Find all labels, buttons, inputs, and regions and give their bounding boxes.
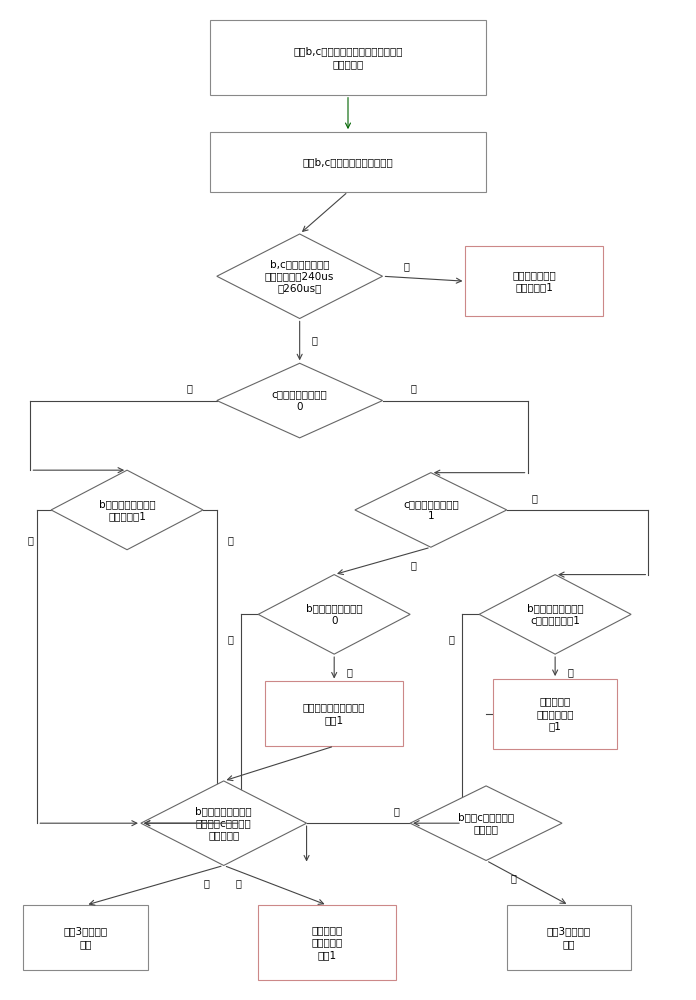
- Text: 进行3点风暴监
测法: 进行3点风暴监 测法: [547, 926, 591, 949]
- Text: 是: 是: [411, 560, 416, 570]
- Text: 出现风暴报
文，风暴标志
置1: 出现风暴报 文，风暴标志 置1: [537, 696, 574, 731]
- Text: b点与c点是否同步
标志相同: b点与c点是否同步 标志相同: [458, 812, 514, 834]
- Text: b点序号是否为每秒
采样点数减1: b点序号是否为每秒 采样点数减1: [99, 499, 155, 521]
- Polygon shape: [355, 473, 507, 547]
- Bar: [210, 20, 486, 95]
- Text: b点采样序号是否为
c点采样序号减1: b点采样序号是否为 c点采样序号减1: [527, 603, 583, 626]
- Bar: [265, 681, 403, 746]
- Text: b点同步标志是否为
失步并且c点同步标
志位为同步: b点同步标志是否为 失步并且c点同步标 志位为同步: [196, 806, 252, 841]
- Text: 否: 否: [532, 493, 537, 503]
- Bar: [493, 679, 617, 749]
- Text: 出现风暴报文，风暴标
志置1: 出现风暴报文，风暴标 志置1: [303, 703, 365, 725]
- Text: 是: 是: [228, 634, 234, 644]
- Text: 是: 是: [312, 335, 318, 345]
- Text: 是: 是: [203, 878, 209, 888]
- Text: 计算b,c两点报文到达时刻之差: 计算b,c两点报文到达时刻之差: [303, 157, 393, 167]
- Text: 否: 否: [567, 667, 574, 677]
- Text: 是: 是: [511, 873, 516, 883]
- Text: 获取b,c二点报文到达时刻、采样序号
和同步标志: 获取b,c二点报文到达时刻、采样序号 和同步标志: [293, 46, 403, 69]
- Text: 出现风暴报文，
风暴标志置1: 出现风暴报文， 风暴标志置1: [512, 270, 556, 292]
- Text: 否: 否: [347, 667, 352, 677]
- Text: 是: 是: [449, 634, 454, 644]
- Text: b点采样序号是否为
0: b点采样序号是否为 0: [306, 603, 363, 626]
- Polygon shape: [51, 470, 203, 550]
- Text: 否: 否: [411, 384, 416, 394]
- Polygon shape: [217, 234, 383, 319]
- Text: 进行3点风暴监
测法: 进行3点风暴监 测法: [63, 926, 108, 949]
- Text: 是: 是: [27, 535, 33, 545]
- Text: 否: 否: [236, 878, 242, 888]
- Text: 是: 是: [187, 384, 192, 394]
- Text: 否: 否: [393, 806, 400, 816]
- Polygon shape: [141, 781, 306, 865]
- Text: b,c两点报文到达时
刻之差是否在240us
至260us间: b,c两点报文到达时 刻之差是否在240us 至260us间: [265, 259, 334, 294]
- Bar: [507, 905, 631, 970]
- Polygon shape: [479, 575, 631, 654]
- Polygon shape: [258, 575, 410, 654]
- Polygon shape: [410, 786, 562, 860]
- Bar: [24, 905, 148, 970]
- Text: c点采样序号是否为
1: c点采样序号是否为 1: [403, 499, 459, 521]
- Text: c点采样序号是否为
0: c点采样序号是否为 0: [272, 389, 328, 412]
- Text: 出现风暴报
文，风暴标
志置1: 出现风暴报 文，风暴标 志置1: [312, 925, 343, 960]
- Text: 否: 否: [404, 261, 410, 271]
- Bar: [258, 905, 396, 980]
- Bar: [210, 132, 486, 192]
- Text: 否: 否: [228, 535, 234, 545]
- Polygon shape: [217, 363, 383, 438]
- Bar: [466, 246, 603, 316]
